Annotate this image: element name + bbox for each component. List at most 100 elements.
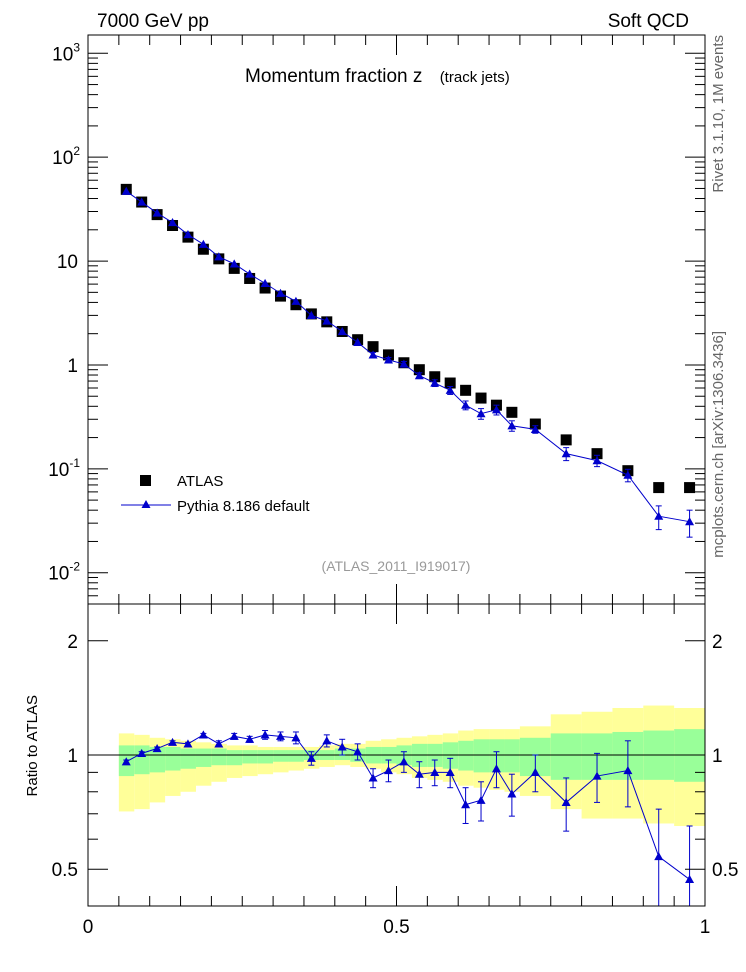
pythia-main-point [383,355,393,364]
pythia-main-point [152,208,162,217]
atlas-data-point [413,364,425,376]
pythia-ratio-point [430,767,440,776]
pythia-ratio-point [306,753,316,762]
x-tick-label: 1 [700,917,711,938]
pythia-ratio-point [461,800,471,809]
band-inner-bin [211,748,227,766]
atlas-data-point [429,371,441,383]
pythia-ratio-point [137,748,147,757]
analysis-tag: (ATLAS_2011_I919017) [322,558,471,574]
legend-marker-atlas [140,475,151,486]
ratio-y-tick-label: 0.5 [52,860,78,881]
pythia-ratio-point [214,739,224,748]
band-inner-bin [458,740,474,771]
pythia-ratio-point [530,767,540,776]
pythia-ratio-point [353,747,363,756]
y-tick-label: 10-2 [48,560,80,585]
pythia-ratio-point [276,731,286,740]
process-label: Soft QCD [608,11,689,32]
pythia-ratio-point [491,764,501,773]
atlas-data-point [475,392,487,404]
pythia-ratio-point [592,771,602,780]
atlas-data-point [529,418,541,430]
legend-label-pythia: Pythia 8.186 default [177,498,310,515]
y-tick-label: 10-1 [48,456,80,481]
pythia-main-point [445,385,455,394]
pythia-ratio-point [654,852,664,861]
band-inner-bin [134,745,150,775]
atlas-data-point [244,272,256,284]
ratio-y-tick-label-right: 2 [712,632,723,653]
axis-ticks: 10-2 10-1 1 10 102 103 0 0.5 1 0.5 0.5 1 1 2 2 [48,35,738,938]
ratio-y-tick-label: 1 [67,746,78,767]
pythia-main-point [260,278,270,287]
atlas-data-point [506,406,518,418]
atlas-data-point [591,448,603,460]
pythia-main-point [430,378,440,387]
pythia-main-point [530,424,540,433]
ratio-y-tick-label-right: 0.5 [712,860,738,881]
pythia-main-point [654,511,664,520]
pythia-ratio-point [291,733,301,742]
band-inner-bin [165,746,181,771]
atlas-data-point [382,349,394,361]
pythia-main-point [322,316,332,325]
atlas-data-point [367,341,379,353]
pythia-main-point [306,310,316,319]
band-inner-bin [242,750,258,764]
band-inner-bin [442,742,459,769]
atlas-data-point [259,282,271,294]
pythia-ratio-point [322,736,332,745]
pythia-ratio-point [260,730,270,739]
pythia-main-point [229,259,239,268]
main-frame [87,34,706,605]
pythia-ratio-point [183,739,193,748]
ratio-y-tick-label-right: 1 [712,746,723,767]
side-label-mcplots: mcplots.cern.ch [arXiv:1306.3436] [710,331,727,558]
pythia-main-point [183,230,193,239]
plot-title-main: Momentum fraction z [245,66,422,87]
x-tick-label: 0.5 [383,917,409,938]
pythia-main-point [399,359,409,368]
pythia-main-point [276,288,286,297]
x-tick-label: 0 [83,917,94,938]
band-inner-bin [288,750,304,762]
pythia-ratio-point [229,731,239,740]
atlas-data-point [197,243,209,255]
pythia-ratio-point [383,766,393,775]
plot-subtitle: (track jets) [440,69,510,86]
atlas-data-point [560,434,572,446]
band-inner-bin [550,733,582,780]
band-inner-bin [473,739,490,773]
pythia-ratio-point [561,797,571,807]
band-inner-bin [180,748,196,769]
band-inner-bin [273,750,289,762]
pythia-main-point [245,269,255,278]
band-inner-bin [149,746,166,773]
pythia-ratio-point [414,769,424,778]
legend: ATLAS Pythia 8.186 default [121,473,310,515]
y-tick-label: 1 [67,356,78,377]
pythia-main-point [198,239,208,248]
pythia-ratio-point [152,744,162,753]
ratio-uncertainty-bands [118,705,705,826]
pythia-main-point [137,197,147,206]
pythia-main-point [121,186,131,195]
pythia-ratio-point [685,874,695,884]
main-plot-series [120,183,696,538]
atlas-data-point [228,262,240,274]
atlas-data-point [684,482,696,494]
pythia-ratio-point [623,766,633,775]
band-inner-bin [195,748,212,767]
ratio-y-tick-label: 2 [67,632,78,653]
legend-marker-pythia [141,500,151,508]
pythia-main-point [592,456,602,465]
pythia-ratio-point [476,795,486,804]
side-label-rivet: Rivet 3.1.10, 1M events [710,35,727,193]
pythia-ratio-point [507,789,517,798]
pythia-main-point [476,409,486,418]
pythia-main-point [507,421,517,430]
pythia-main-point [491,405,501,414]
y-tick-label: 103 [52,40,80,65]
ratio-plot-series [121,730,695,906]
